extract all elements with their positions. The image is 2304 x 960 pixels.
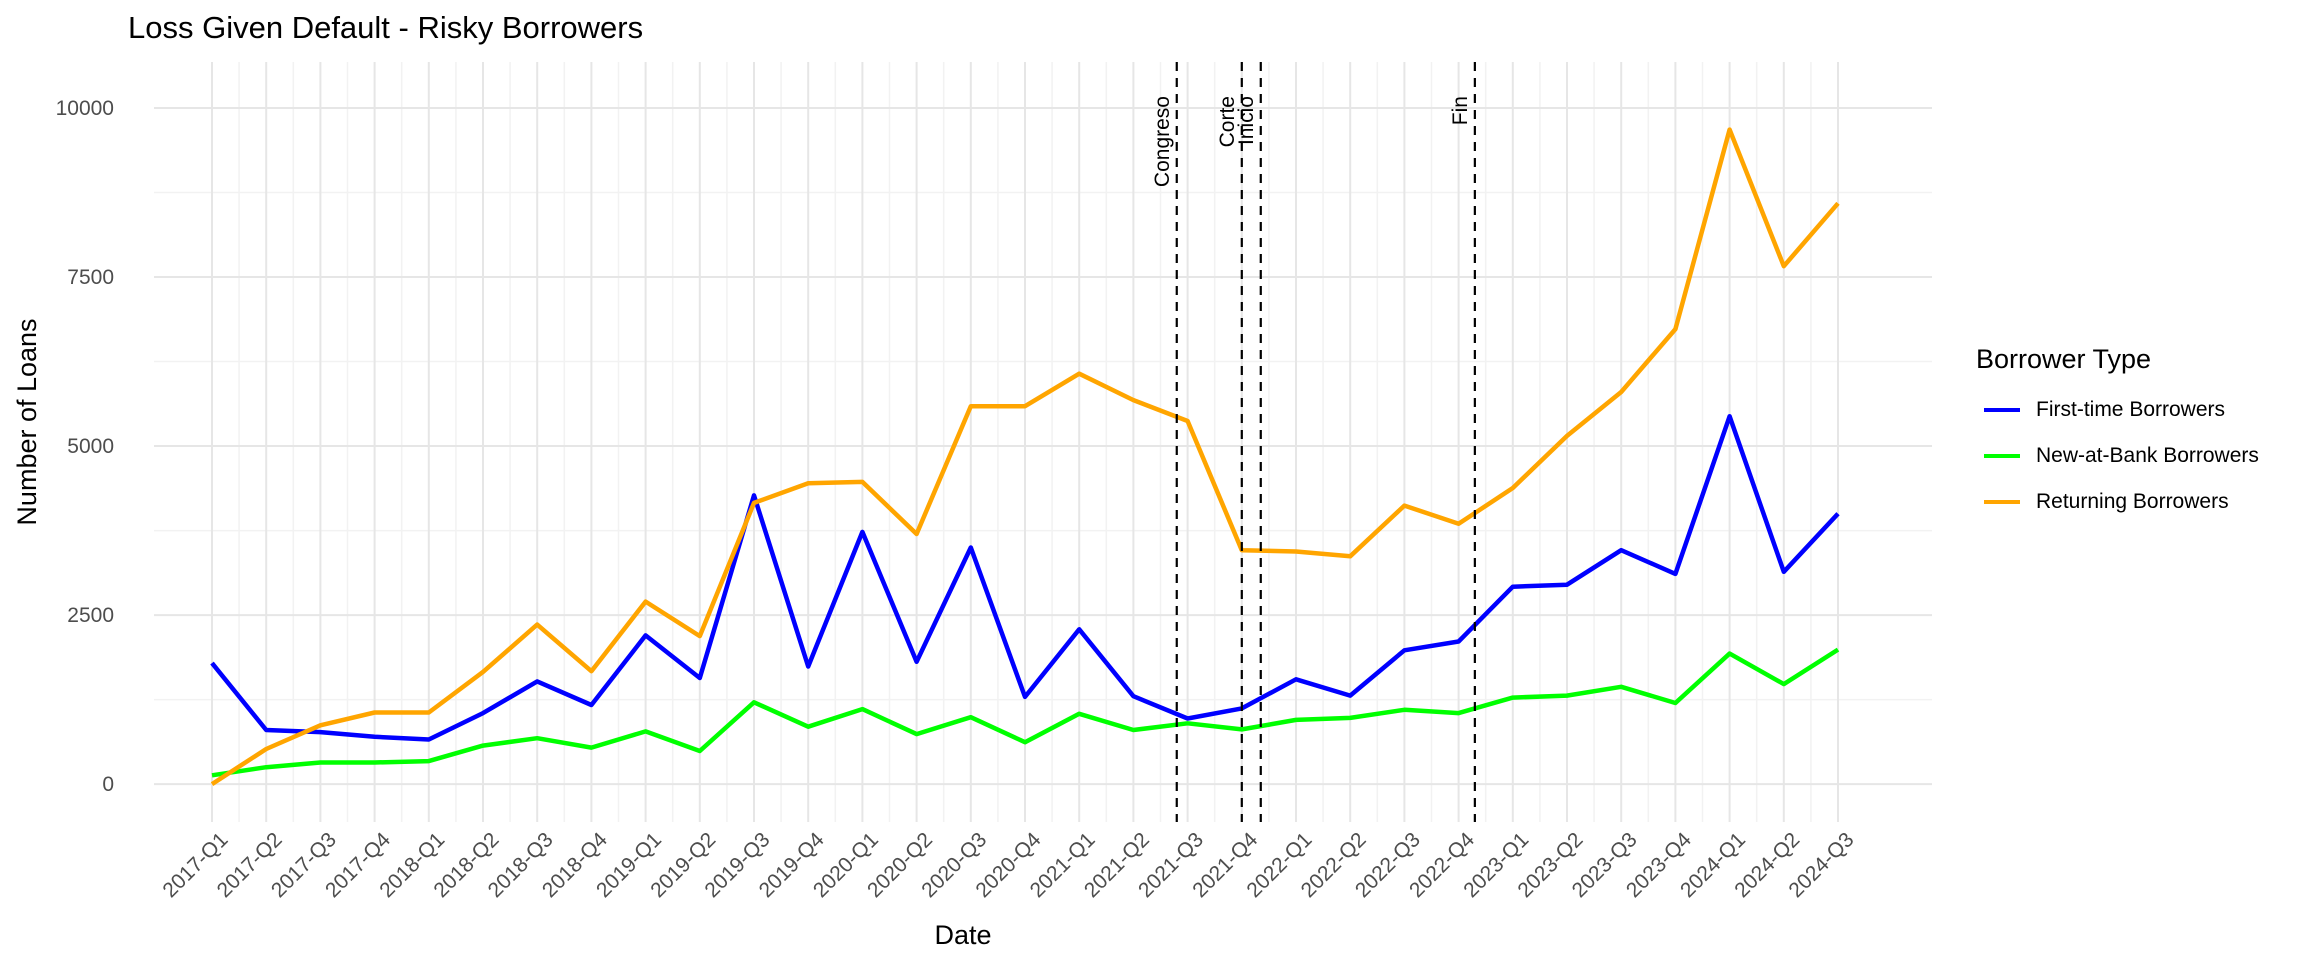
y-axis-title: Number of Loans [12,318,42,525]
legend-label-returning: Returning Borrowers [2036,490,2229,513]
x-axis-title: Date [934,920,991,950]
y-tick-label: 5000 [67,435,114,458]
y-tick-label: 0 [102,773,114,796]
legend-key-first-time [1976,387,2020,433]
legend-item-returning: Returning Borrowers [1976,479,2259,525]
series-line-new-at-bank-borrowers [211,647,1840,778]
vline-label-inicio: Inicio [1235,96,1258,145]
vline-label-corte: Corte [1216,96,1239,147]
legend: Borrower Type First-time Borrowers New-a… [1976,344,2259,525]
series-line-returning-borrowers [210,127,1840,786]
legend-title: Borrower Type [1976,344,2152,374]
legend-label-first-time: First-time Borrowers [2036,398,2226,421]
series-line-first-time-borrowers [210,414,1840,742]
vline-label-fin: Fin [1449,96,1472,125]
legend-item-new-at-bank: New-at-Bank Borrowers [1976,433,2259,479]
y-tick-label: 2500 [67,604,114,627]
y-tick-label: 10000 [56,97,114,120]
chart-title: Loss Given Default - Risky Borrowers [128,10,644,45]
legend-key-new-at-bank [1976,433,2020,479]
vline-label-congreso: Congreso [1151,96,1174,187]
y-tick-label: 7500 [67,266,114,289]
legend-label-new-at-bank: New-at-Bank Borrowers [2036,444,2259,467]
legend-key-returning [1976,479,2020,525]
legend-item-first-time: First-time Borrowers [1976,387,2259,433]
